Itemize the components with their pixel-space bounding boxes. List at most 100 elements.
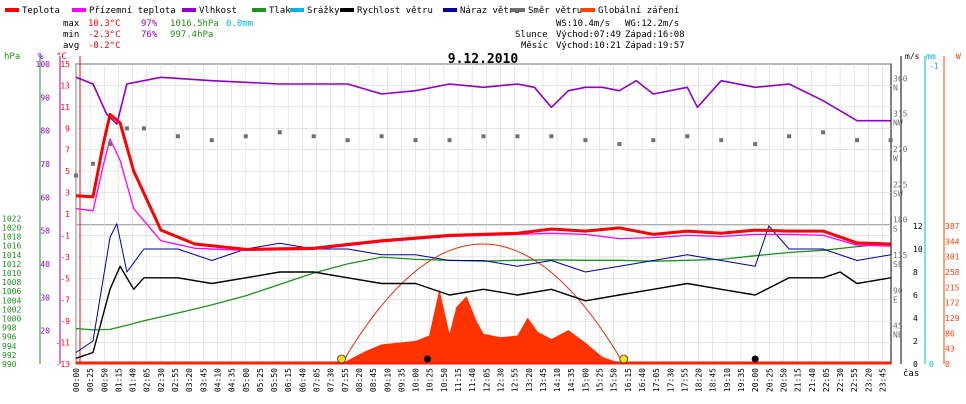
series-point-wind-direction	[74, 173, 78, 178]
radiation-tick: 43	[945, 345, 955, 354]
stats-max-hum: 97%	[141, 19, 158, 29]
series-point-wind-direction	[617, 142, 622, 147]
series-point-wind-direction	[311, 134, 316, 139]
x-tick: 17:30	[666, 368, 675, 392]
pressure-tick: 1008	[2, 278, 21, 287]
sun-marker	[337, 354, 346, 364]
temp-tick: 13	[60, 81, 70, 90]
x-tick: 16:15	[624, 368, 633, 392]
x-tick: 19:10	[723, 368, 732, 392]
radiation-tick: 172	[945, 299, 960, 308]
x-tick: 00:00	[72, 368, 81, 392]
series-point-wind-direction	[821, 130, 826, 135]
series-line-Vlhkost	[75, 76, 891, 125]
temp-tick: 3	[65, 189, 70, 198]
direction-label: N	[893, 83, 898, 92]
x-tick: 04:35	[228, 368, 237, 392]
humidity-tick: 70	[40, 160, 50, 169]
x-tick: 11:15	[454, 368, 463, 392]
temp-tick: -7	[60, 296, 70, 305]
legend-swatch	[72, 8, 86, 12]
radiation-tick: 301	[945, 253, 960, 262]
series-point-wind-direction	[175, 134, 180, 139]
direction-tick: 225	[893, 180, 908, 189]
temp-tick: -1	[60, 231, 70, 240]
series-point-wind-direction	[685, 134, 690, 139]
legend-label: Přízemní teplota	[89, 6, 176, 16]
legend-swatch	[340, 8, 354, 12]
stats-min-temp: -2.3°C	[88, 30, 121, 40]
direction-tick: 135	[893, 251, 908, 260]
humidity-tick: 20	[40, 327, 50, 336]
x-tick: 09:35	[397, 368, 406, 392]
moon-marker	[423, 355, 431, 363]
stats-avg-temp: -0.2°C	[88, 41, 121, 51]
series-point-wind-direction	[124, 126, 129, 131]
chart-title: 9.12.2010	[448, 52, 519, 67]
pressure-tick: 1010	[2, 269, 21, 278]
moon-set: Západ:19:57	[625, 41, 685, 51]
radiation-tick: 0	[945, 360, 950, 369]
wind-tick: 6	[913, 291, 918, 300]
direction-label: S	[893, 225, 898, 234]
legend-label: Směr větru	[528, 6, 582, 16]
wind-tick: 4	[913, 314, 918, 323]
series-point-wind-direction	[141, 126, 146, 131]
temp-tick: -13	[56, 360, 71, 369]
x-tick: 07:05	[313, 368, 322, 392]
rain-tick: 0	[929, 360, 934, 369]
legend-swatch	[5, 8, 19, 12]
sun-marker	[619, 354, 629, 364]
radiation-tick: 387	[945, 222, 960, 231]
x-tick: 00:50	[100, 368, 109, 392]
stats-avg-label: avg	[63, 41, 79, 51]
wind-unit: m/s	[905, 52, 920, 61]
direction-tick: 270	[893, 145, 908, 154]
x-tick: 14:35	[567, 368, 576, 392]
pressure-tick: 1006	[2, 287, 21, 296]
series-point-wind-direction	[515, 134, 520, 139]
x-axis-label: čas	[903, 368, 919, 379]
legend-swatch	[252, 8, 266, 12]
wind-tick: 10	[913, 245, 923, 254]
legend-label: Teplota	[22, 6, 60, 16]
temp-tick: -5	[60, 274, 70, 283]
x-tick: 13:20	[525, 368, 534, 392]
legend: Teplota Přízemní teplota Vlhkost Tlak Srážky…	[5, 6, 679, 16]
x-tick: 16:40	[638, 368, 647, 392]
series-point-wind-direction	[447, 138, 452, 143]
legend-swatch	[581, 8, 595, 12]
x-tick: 05:25	[256, 368, 265, 392]
wind-tick: 12	[913, 222, 923, 231]
series-line-Náraz větru	[75, 223, 891, 353]
humidity-tick: 60	[40, 193, 50, 202]
series-point-wind-direction	[90, 161, 95, 166]
series-point-wind-direction	[345, 138, 350, 143]
temp-tick: 9	[65, 124, 70, 133]
x-tick: 22:30	[836, 368, 845, 392]
direction-tick: 315	[893, 110, 908, 119]
x-tick: 00:25	[86, 368, 95, 392]
temp-tick: 11	[60, 103, 70, 112]
radiation-tick: 344	[945, 237, 960, 246]
x-tick: 02:30	[157, 368, 166, 392]
x-tick: 01:15	[114, 368, 123, 392]
moon-rise: Východ:10:21	[556, 41, 621, 51]
direction-tick: 180	[893, 216, 908, 225]
radiation-tick: 129	[945, 314, 960, 323]
series-point-wind-direction	[719, 138, 724, 143]
temp-tick: 5	[65, 167, 70, 176]
sun-rise: Východ:07:49	[556, 30, 621, 40]
radiation-tick: 86	[945, 329, 955, 338]
humidity-tick: 90	[40, 93, 50, 102]
stats-min-hum: 76%	[141, 30, 158, 40]
x-tick: 20:00	[751, 368, 760, 392]
series-point-wind-direction	[209, 138, 214, 143]
x-tick: 20:25	[765, 368, 774, 392]
series-point-wind-direction	[888, 138, 893, 143]
direction-label: SE	[893, 260, 903, 269]
pressure-tick: 1020	[2, 224, 21, 233]
wind-wg: WG:12.2m/s	[625, 19, 679, 29]
sun-label: Slunce	[515, 30, 548, 40]
